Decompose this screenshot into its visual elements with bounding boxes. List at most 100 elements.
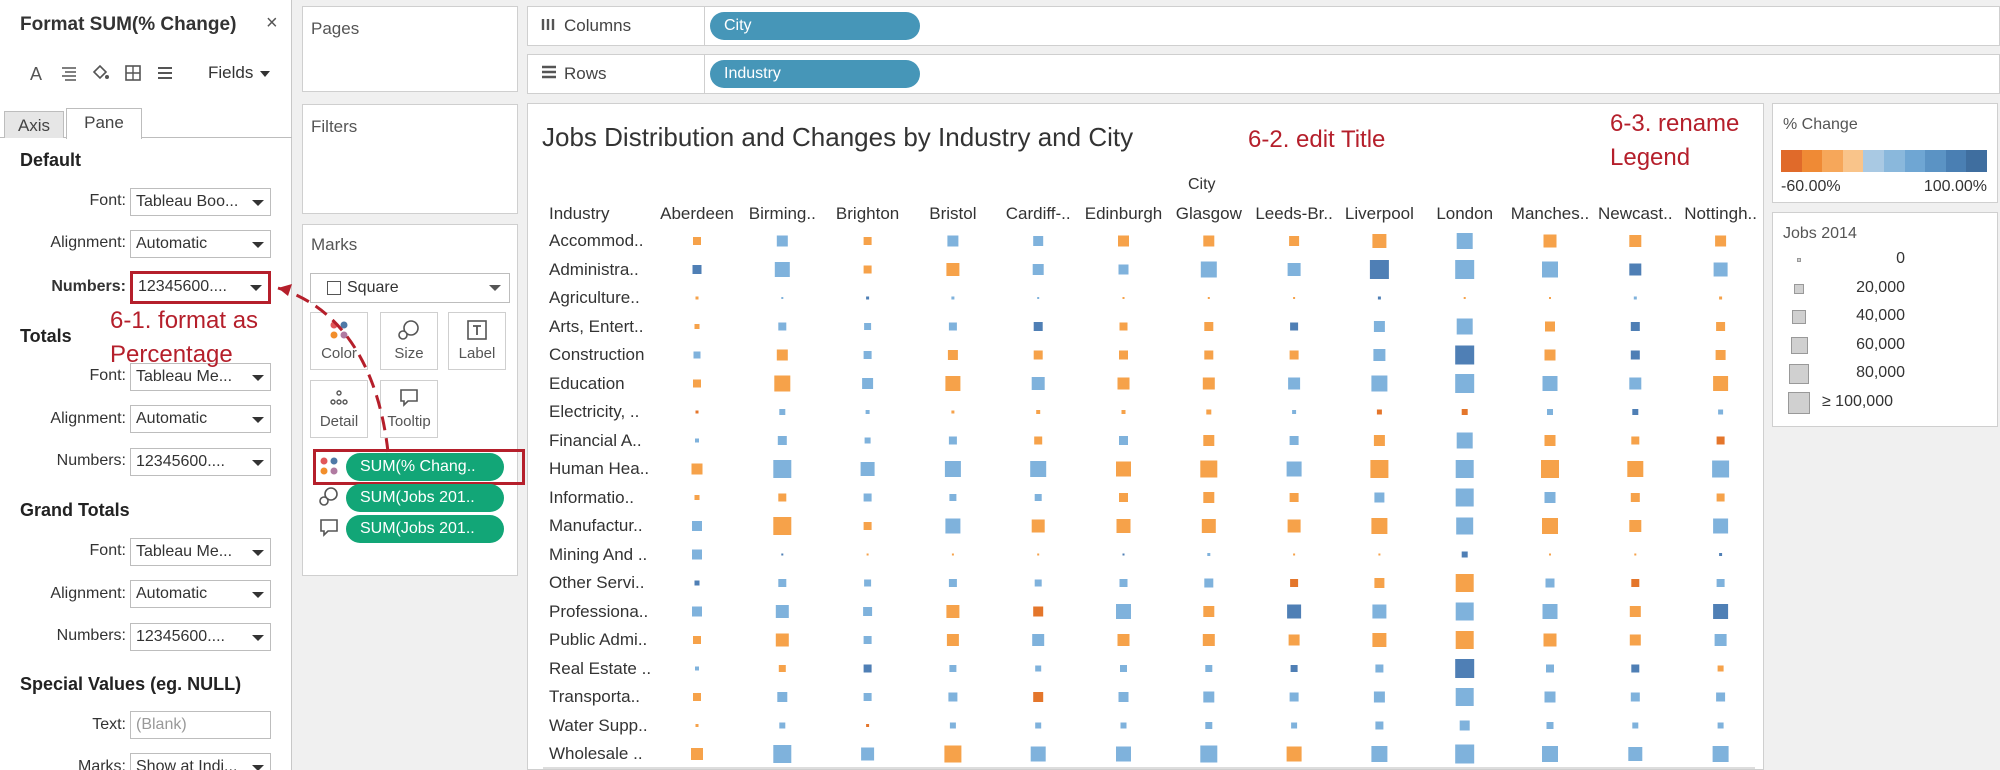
totals-alignment-label: Alignment: [50,410,126,427]
default-numbers-value: 12345600.... [138,278,227,295]
rows-shelf[interactable]: Rows Industry [527,54,2000,94]
size-legend-label: 20,000 [1856,278,1905,296]
lines-icon[interactable] [156,64,174,87]
tooltip-label: Tooltip [387,413,431,430]
tab-pane[interactable]: Pane [66,108,142,139]
annotation-rename-legend-1: 6-3. rename [1610,110,1740,137]
default-font-select[interactable]: Tableau Boo... [130,188,271,216]
pill-jobs-size[interactable]: SUM(Jobs 201.. [346,484,504,512]
grand-totals-alignment-value: Automatic [136,585,208,602]
label-button[interactable]: Label [448,312,506,370]
shading-icon[interactable] [90,64,110,87]
industry-row-label: Wholesale .. [549,744,643,763]
totals-numbers-select[interactable]: 12345600.... [130,448,271,476]
city-header-cell: Cardiff-.. [1005,204,1071,223]
jobs-size-legend[interactable]: Jobs 2014 0 20,000 40,000 60,000 80,000 ≥ 100… [1772,212,1998,427]
color-ramp-step [1863,150,1884,172]
color-button[interactable]: Color [310,312,368,370]
tab-axis[interactable]: Axis [4,111,64,138]
pct-change-legend-title: % Change [1783,116,1858,133]
color-ramp [1781,150,1987,172]
viz-title[interactable]: Jobs Distribution and Changes by Industr… [542,122,1134,152]
filters-title: Filters [311,117,358,136]
city-header-cell: Birming.. [748,204,816,223]
size-legend-square [1794,283,1804,294]
special-text-label: Text: [92,716,126,733]
rows-pill-industry[interactable]: Industry [710,60,920,88]
section-totals-heading: Totals [20,326,72,346]
grand-totals-font-value: Tableau Me... [136,543,233,560]
detail-icon [311,387,367,413]
section-grand-totals-heading: Grand Totals [20,500,130,520]
industry-row-label: Financial A.. [549,430,642,450]
filters-shelf[interactable]: Filters [302,104,518,214]
pages-shelf[interactable]: Pages [302,6,518,92]
pill-jobs-tooltip[interactable]: SUM(Jobs 201.. [346,515,504,543]
annotation-format-percentage-1: 6-1. format as [110,307,259,334]
pct-change-legend[interactable]: % Change -60.00% 100.00% [1772,103,1998,203]
grand-totals-font-select[interactable]: Tableau Me... [130,538,271,566]
grand-totals-alignment-select[interactable]: Automatic [130,580,271,608]
chevron-down-icon [252,417,264,423]
tooltip-button[interactable]: Tooltip [380,380,438,438]
totals-numbers-label: Numbers: [56,452,126,469]
totals-alignment-select[interactable]: Automatic [130,405,271,433]
city-header-cell: Leeds-Br.. [1255,204,1333,223]
industry-row-label: Informatio.. [549,487,635,507]
section-special-values-heading: Special Values (eg. NULL) [20,674,242,694]
columns-pill-city[interactable]: City [710,12,920,40]
size-legend-square [1790,337,1808,354]
special-marks-label: Marks: [78,758,126,770]
special-marks-select[interactable]: Show at Indi... [130,753,271,770]
city-header-cell: Newcast.. [1597,204,1673,223]
grand-totals-numbers-value: 12345600.... [136,628,225,645]
color-ramp-step [1904,150,1926,172]
columns-label: Columns [564,16,632,35]
industry-row-label: Transporta.. [549,687,641,706]
size-button[interactable]: Size [380,312,438,370]
industry-row-label: Manufactur.. [549,516,643,535]
special-text-input[interactable]: (Blank) [130,711,271,739]
size-label: Size [394,345,424,362]
mark-type-select[interactable]: Square [310,273,510,303]
columns-shelf[interactable]: Columns City [527,6,2000,46]
borders-icon[interactable] [124,64,142,87]
industry-row-label: Water Supp.. [549,715,648,735]
rows-icon [540,64,558,85]
city-header-cell: Edinburgh [1084,204,1163,223]
size-legend-label: 60,000 [1856,335,1905,353]
industry-header: Industry [549,204,610,223]
detail-button[interactable]: Detail [310,380,368,438]
totals-font-select[interactable]: Tableau Me... [130,363,271,391]
fields-dropdown[interactable]: Fields [208,63,271,83]
close-icon[interactable]: × [266,12,278,34]
chevron-down-icon [252,460,264,466]
city-header-cell: Aberdeen [660,204,734,223]
industry-row-label: Public Admi.. [549,630,648,649]
marks-title: Marks [311,235,358,254]
viz-pane [527,103,1764,770]
format-panel-title: Format SUM(% Change) [20,14,237,35]
size-icon [381,319,437,345]
size-legend-label: 80,000 [1856,364,1905,381]
chevron-down-icon [252,375,264,381]
default-numbers-select[interactable]: 12345600.... [130,271,271,304]
grand-totals-numbers-select[interactable]: 12345600.... [130,623,271,651]
chevron-down-icon [252,592,264,598]
size-legend-label: 0 [1896,250,1905,267]
color-ramp-step [1925,150,1946,172]
pill-pct-change[interactable]: SUM(% Chang.. [346,453,504,481]
default-alignment-select[interactable]: Automatic [130,230,271,258]
city-header-cell: Bristol [929,204,977,223]
color-ramp-step [1801,150,1823,172]
alignment-icon[interactable] [60,64,78,87]
chevron-down-icon [252,200,264,206]
special-marks-value: Show at Indi... [136,758,238,770]
industry-row-label: Administra.. [549,259,639,279]
font-icon[interactable]: A [30,64,43,84]
size-legend-square [1789,364,1809,384]
industry-row-label: Human Hea.. [549,459,650,478]
size-legend-square [1788,391,1810,414]
default-numbers-label: Numbers: [51,278,126,295]
city-header-cell: London [1436,204,1494,223]
